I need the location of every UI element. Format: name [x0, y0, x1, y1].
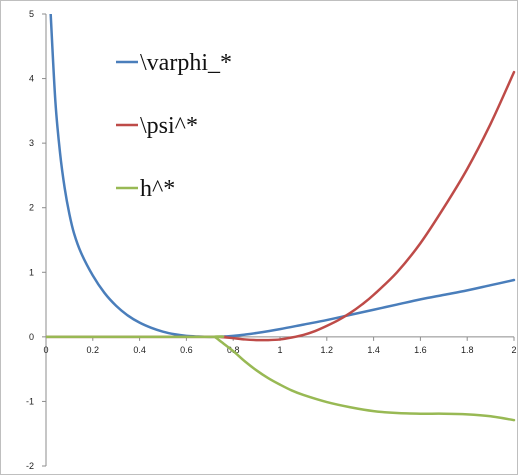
series-line-psi [46, 70, 516, 342]
x-tick-label: 1 [277, 345, 282, 355]
legend-label-h: h^* [140, 176, 175, 202]
x-tick-label: 1.8 [461, 345, 474, 355]
x-tick-label: 0.6 [180, 345, 193, 355]
y-tick-label: 4 [29, 74, 34, 84]
x-tick-label: 2 [511, 345, 516, 355]
x-tick-label: 0.4 [133, 345, 146, 355]
legend: \varphi_* \psi^* h^* [116, 50, 232, 202]
x-tick-label: 0 [43, 345, 48, 355]
y-tick-label: 3 [29, 138, 34, 148]
x-tick-label: 1.2 [321, 345, 334, 355]
y-tick-label: -2 [26, 461, 34, 471]
legend-label-varphi: \varphi_* [140, 50, 232, 76]
y-tick-label: 2 [29, 203, 34, 213]
x-tick-label: 0.2 [87, 345, 100, 355]
x-tick-label: 1.6 [414, 345, 427, 355]
series-lines [46, 14, 516, 422]
y-tick-label: 1 [29, 267, 34, 277]
x-tick-label: 1.4 [367, 345, 380, 355]
y-tick-label: 0 [29, 332, 34, 342]
y-tick-label: 5 [29, 9, 34, 19]
series-line-h [46, 335, 516, 422]
legend-label-psi: \psi^* [140, 113, 198, 139]
y-tick-label: -1 [26, 396, 34, 406]
